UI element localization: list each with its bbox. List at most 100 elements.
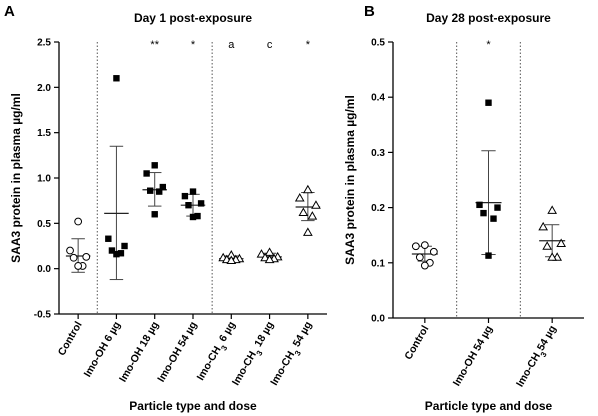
x-axis-label: Particle type and dose — [129, 399, 257, 413]
data-point — [185, 202, 192, 209]
x-tick-label-main: Imo-CH — [514, 351, 543, 389]
significance-annotation: * — [306, 39, 311, 51]
data-point — [476, 201, 483, 209]
data-point — [429, 247, 438, 256]
x-tick-label: Imo-OH 54 µg — [451, 324, 495, 389]
x-tick-label: Control — [56, 319, 85, 357]
data-point — [147, 187, 154, 194]
data-point — [264, 254, 275, 264]
data-point — [490, 215, 497, 222]
data-point — [420, 261, 429, 270]
y-tick-label: 1.5 — [37, 128, 51, 139]
x-tick-label: Imo-OH 18 µg — [117, 320, 161, 385]
data-point — [156, 188, 163, 195]
data-point — [66, 246, 74, 255]
data-point — [494, 204, 501, 211]
significance-annotation: ** — [150, 39, 159, 51]
data-point — [82, 252, 91, 261]
x-tick-label-subscript: 3 — [538, 350, 548, 359]
y-tick-label: 0.4 — [371, 93, 385, 104]
y-tick-label: 0.5 — [371, 38, 385, 49]
x-tick-label-main: Imo-CH — [195, 344, 224, 382]
y-tick-label: 0.0 — [37, 264, 51, 275]
y-tick-label: 0.5 — [37, 219, 51, 230]
data-point — [105, 235, 112, 242]
x-tick-label: Imo-OH 54 µg — [155, 320, 199, 385]
data-point — [538, 221, 549, 231]
x-tick-label-main: Imo-CH — [268, 349, 297, 387]
x-tick-label-main: Imo-CH — [230, 349, 259, 387]
data-point — [151, 162, 158, 169]
data-point — [302, 227, 313, 236]
x-tick-label-tail: 6 µg — [215, 320, 237, 347]
data-point — [113, 75, 120, 82]
x-tick-label: Imo-OH 6 µg — [82, 320, 123, 380]
data-point — [264, 247, 275, 256]
significance-annotation: * — [191, 39, 196, 51]
x-tick-label-tail: 54 µg — [535, 324, 559, 353]
panel-A: A Day 1 post-exposure -0.5 0.0 0.5 1.0 1.5 2.0 2… — [4, 3, 327, 413]
data-point — [311, 200, 321, 209]
data-point — [194, 212, 201, 220]
chart-title: Day 28 post-exposure — [426, 11, 551, 25]
x-tick-label-subscript: 3 — [219, 343, 229, 352]
data-point — [480, 209, 487, 217]
significance-annotation: * — [486, 39, 491, 51]
x-tick-label-main: Imo-OH 54 µg — [451, 324, 495, 389]
data-point — [420, 241, 429, 250]
data-point — [415, 253, 424, 262]
data-point — [117, 250, 125, 257]
data-point — [302, 184, 313, 194]
data-point — [307, 211, 318, 220]
data-point — [151, 211, 158, 218]
chart-title: Day 1 post-exposure — [134, 11, 252, 25]
y-tick-label: 0.2 — [371, 203, 385, 214]
x-tick-label-tail: 54 µg — [289, 320, 314, 352]
data-point — [143, 170, 150, 177]
data-point — [189, 188, 197, 195]
y-tick-label: 2.0 — [37, 83, 51, 94]
x-tick-label-main: Control — [56, 319, 85, 357]
y-tick-label: 1.0 — [37, 174, 51, 185]
data-point — [189, 213, 197, 221]
x-tick-label-main: Imo-OH 54 µg — [155, 320, 199, 385]
y-axis-label: SAA3 protein in plasma µg/ml — [343, 95, 357, 265]
data-point — [542, 241, 553, 250]
data-point — [159, 183, 167, 191]
data-point — [197, 200, 205, 207]
data-point — [547, 205, 558, 214]
data-point — [485, 252, 492, 259]
y-tick-label: -0.5 — [34, 310, 52, 321]
data-point — [556, 238, 567, 247]
x-tick-label: Control — [402, 323, 431, 361]
x-tick-label: Imo-CH354 µg — [514, 324, 562, 391]
x-tick-label-main: Imo-OH 6 µg — [82, 320, 123, 380]
data-point — [298, 207, 309, 216]
data-point — [113, 250, 120, 258]
data-point — [226, 255, 237, 265]
y-tick-label: 0.1 — [371, 258, 385, 269]
data-point — [69, 253, 78, 262]
data-point — [74, 262, 83, 270]
data-point — [294, 192, 305, 202]
panel-B: B Day 28 post-exposure 0.0 0.1 0.2 0.3 0.4 0.5 S… — [343, 3, 584, 413]
x-tick-label: Imo-CH3 54 µg — [268, 320, 317, 390]
x-tick-label-main: Control — [402, 323, 431, 361]
x-tick-label-tail: 18 µg — [251, 320, 276, 352]
significance-annotation: c — [267, 39, 273, 51]
data-point — [181, 192, 189, 200]
y-tick-label: 0.3 — [371, 148, 385, 159]
panel-letter: B — [364, 3, 375, 20]
panel-letter: A — [4, 3, 15, 20]
significance-annotation: a — [228, 39, 235, 51]
y-axis-label: SAA3 protein in plasma µg/ml — [9, 93, 23, 263]
data-point — [547, 252, 558, 261]
data-point — [108, 247, 116, 254]
y-tick-label: 2.5 — [37, 38, 51, 49]
data-point — [256, 249, 267, 258]
data-point — [411, 242, 420, 251]
data-point — [485, 99, 492, 106]
x-tick-label-subscript: 3 — [292, 348, 302, 357]
